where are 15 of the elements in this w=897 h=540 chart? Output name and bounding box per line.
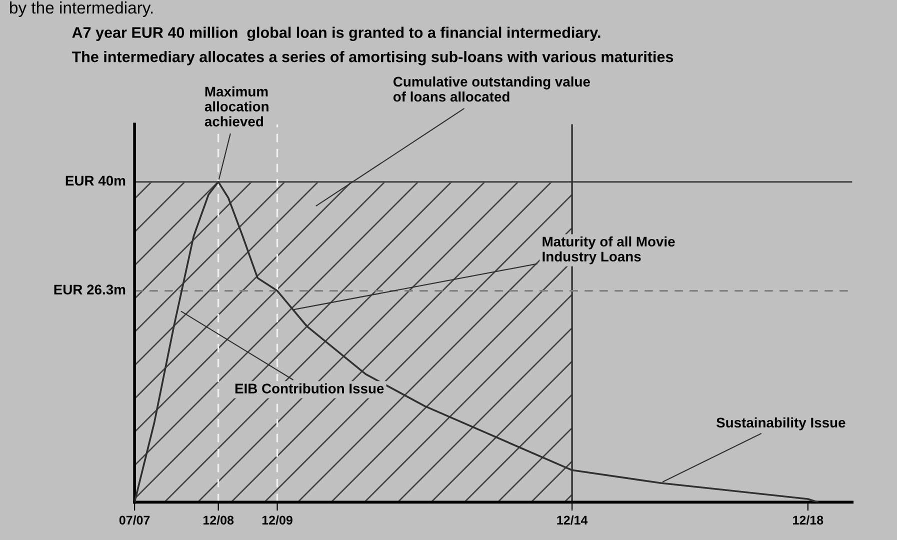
chart-subtitle: The intermediary allocates a series of amortising sub-loans with various maturities [72, 51, 674, 66]
annotation: Maturity of all Movie Industry Loans [542, 236, 675, 264]
x-tick-label: 12/18 [793, 515, 824, 525]
text: by the intermediary. [10, 1, 153, 17]
annotation: EIB Contribution Issue [235, 383, 384, 394]
x-tick-label: 12/08 [203, 515, 234, 525]
ref-line-label: EUR 26.3m [54, 284, 126, 295]
x-tick-label: 07/07 [119, 515, 150, 525]
x-tick-label: 12/14 [557, 515, 588, 525]
text: Cumulative outstanding value of loans allocated [393, 76, 590, 102]
x-tick-label: 12/09 [262, 515, 292, 525]
annotation: Sustainability Issue [716, 417, 846, 430]
annotation: Maximum allocation achieved [204, 86, 268, 126]
chart-title: A7 year EUR 40 million global loan is granted to a financial intermediary. [72, 26, 600, 42]
ref-line-label: EUR 40m [66, 176, 126, 186]
